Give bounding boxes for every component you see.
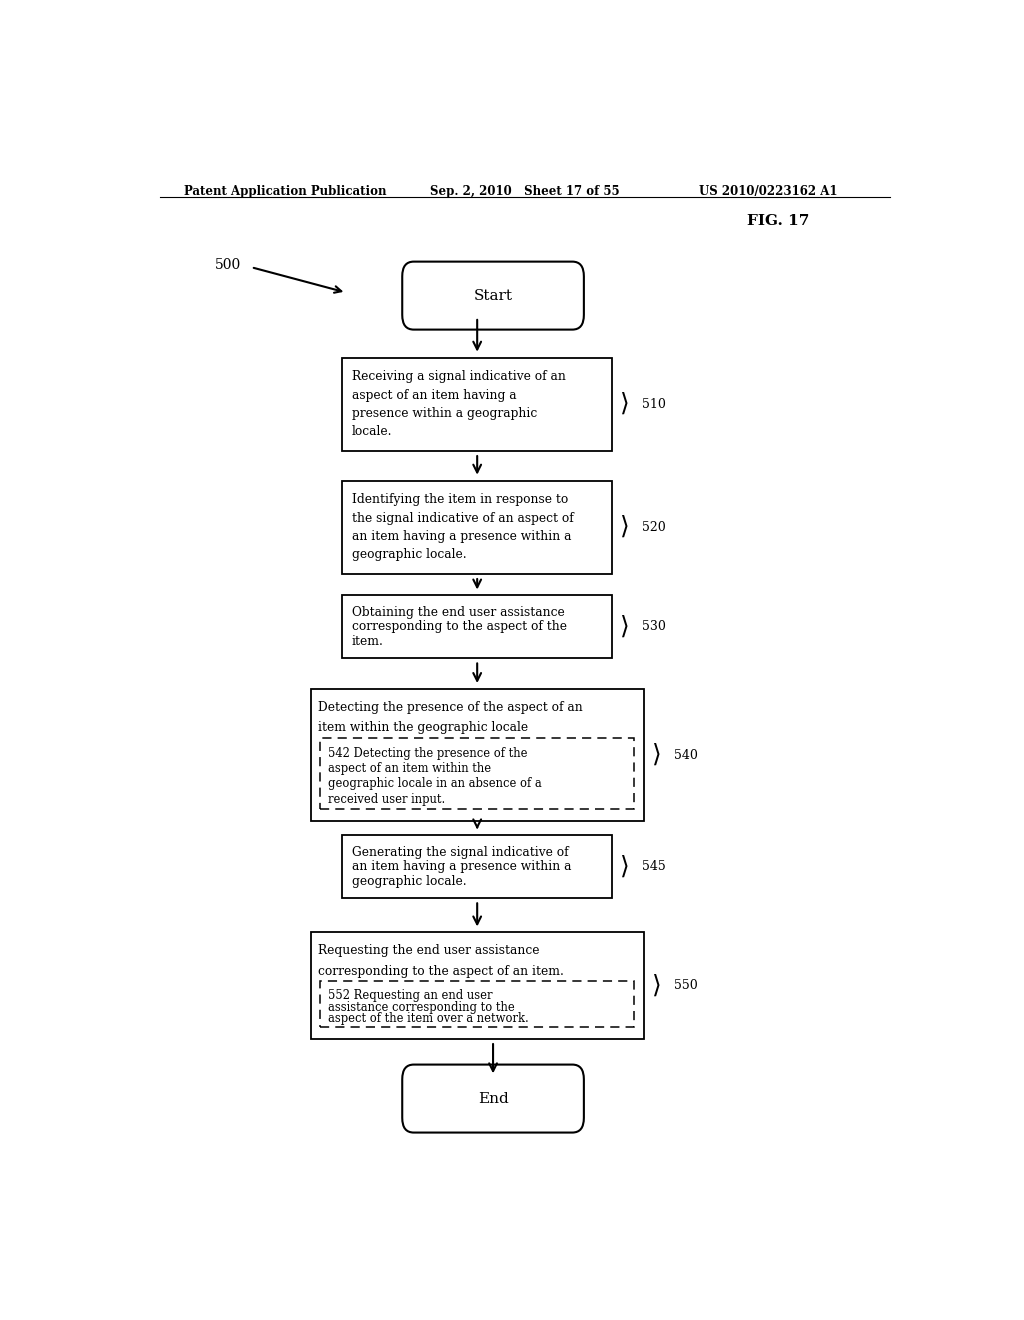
Text: Start: Start: [473, 289, 513, 302]
FancyBboxPatch shape: [321, 981, 634, 1027]
Text: 542 Detecting the presence of the: 542 Detecting the presence of the: [328, 747, 527, 760]
Text: corresponding to the aspect of the: corresponding to the aspect of the: [352, 620, 567, 634]
Text: Generating the signal indicative of: Generating the signal indicative of: [352, 846, 568, 859]
Text: ⟩: ⟩: [620, 516, 630, 539]
FancyBboxPatch shape: [321, 738, 634, 809]
FancyBboxPatch shape: [342, 595, 612, 659]
Text: presence within a geographic: presence within a geographic: [352, 407, 537, 420]
Text: aspect of an item within the: aspect of an item within the: [328, 762, 492, 775]
Text: aspect of an item having a: aspect of an item having a: [352, 388, 516, 401]
FancyBboxPatch shape: [310, 689, 644, 821]
Text: 510: 510: [642, 397, 667, 411]
Text: 500: 500: [215, 259, 242, 272]
Text: Patent Application Publication: Patent Application Publication: [183, 185, 386, 198]
Text: Obtaining the end user assistance: Obtaining the end user assistance: [352, 606, 564, 619]
Text: corresponding to the aspect of an item.: corresponding to the aspect of an item.: [318, 965, 564, 978]
Text: 545: 545: [642, 861, 666, 874]
Text: Requesting the end user assistance: Requesting the end user assistance: [318, 944, 540, 957]
FancyBboxPatch shape: [402, 1065, 584, 1133]
Text: the signal indicative of an aspect of: the signal indicative of an aspect of: [352, 512, 573, 525]
Text: 550: 550: [674, 979, 697, 993]
Text: FIG. 17: FIG. 17: [748, 214, 809, 228]
Text: aspect of the item over a network.: aspect of the item over a network.: [328, 1012, 528, 1026]
Text: locale.: locale.: [352, 425, 392, 438]
Text: Receiving a signal indicative of an: Receiving a signal indicative of an: [352, 371, 565, 383]
Text: geographic locale.: geographic locale.: [352, 875, 466, 887]
Text: 520: 520: [642, 521, 666, 533]
Text: Identifying the item in response to: Identifying the item in response to: [352, 494, 568, 507]
Text: assistance corresponding to the: assistance corresponding to the: [328, 1001, 515, 1014]
Text: 540: 540: [674, 748, 698, 762]
Text: item.: item.: [352, 635, 384, 648]
Text: Detecting the presence of the aspect of an: Detecting the presence of the aspect of …: [318, 701, 584, 714]
Text: an item having a presence within a: an item having a presence within a: [352, 861, 571, 874]
Text: ⟩: ⟩: [652, 743, 662, 767]
Text: received user input.: received user input.: [328, 793, 445, 805]
Text: 552 Requesting an end user: 552 Requesting an end user: [328, 989, 493, 1002]
Text: geographic locale in an absence of a: geographic locale in an absence of a: [328, 777, 542, 791]
FancyBboxPatch shape: [402, 261, 584, 330]
Text: ⟩: ⟩: [620, 393, 630, 416]
FancyBboxPatch shape: [342, 836, 612, 899]
Text: geographic locale.: geographic locale.: [352, 548, 466, 561]
Text: Sep. 2, 2010   Sheet 17 of 55: Sep. 2, 2010 Sheet 17 of 55: [430, 185, 620, 198]
Text: ⟩: ⟩: [620, 615, 630, 639]
FancyBboxPatch shape: [342, 358, 612, 451]
Text: 530: 530: [642, 620, 667, 634]
Text: ⟩: ⟩: [652, 974, 662, 997]
FancyBboxPatch shape: [342, 480, 612, 574]
FancyBboxPatch shape: [310, 932, 644, 1039]
Text: an item having a presence within a: an item having a presence within a: [352, 531, 571, 543]
Text: End: End: [477, 1092, 509, 1106]
Text: US 2010/0223162 A1: US 2010/0223162 A1: [699, 185, 838, 198]
Text: item within the geographic locale: item within the geographic locale: [318, 721, 528, 734]
Text: ⟩: ⟩: [620, 855, 630, 878]
